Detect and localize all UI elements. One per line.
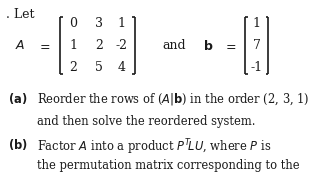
Text: 2: 2 — [69, 61, 77, 74]
Text: 1: 1 — [118, 17, 126, 30]
Text: -1: -1 — [251, 61, 263, 74]
Text: . Let: . Let — [6, 8, 35, 21]
Text: -2: -2 — [116, 39, 128, 52]
Text: the permutation matrix corresponding to the: the permutation matrix corresponding to … — [37, 159, 300, 172]
Text: 4: 4 — [118, 61, 126, 74]
Text: Reorder the rows of ($A|\mathbf{b}$) in the order (2, 3, 1): Reorder the rows of ($A|\mathbf{b}$) in … — [37, 91, 310, 107]
Text: $\mathbf{(b)}$: $\mathbf{(b)}$ — [8, 137, 28, 152]
Text: 2: 2 — [95, 39, 103, 52]
Text: 1: 1 — [253, 17, 261, 30]
Text: 1: 1 — [69, 39, 77, 52]
Text: $=$: $=$ — [223, 39, 236, 52]
Text: 7: 7 — [253, 39, 261, 52]
Text: 3: 3 — [95, 17, 103, 30]
Text: $=$: $=$ — [37, 39, 51, 52]
Text: Factor $A$ into a product $P^T\!LU$, where $P$ is: Factor $A$ into a product $P^T\!LU$, whe… — [37, 137, 272, 157]
Text: 0: 0 — [69, 17, 77, 30]
Text: $\mathbf{(a)}$: $\mathbf{(a)}$ — [8, 91, 27, 106]
Text: and: and — [162, 39, 186, 52]
Text: $\mathbf{b}$: $\mathbf{b}$ — [203, 38, 214, 52]
Text: and then solve the reordered system.: and then solve the reordered system. — [37, 115, 256, 128]
Text: $A$: $A$ — [15, 39, 25, 52]
Text: 5: 5 — [95, 61, 103, 74]
